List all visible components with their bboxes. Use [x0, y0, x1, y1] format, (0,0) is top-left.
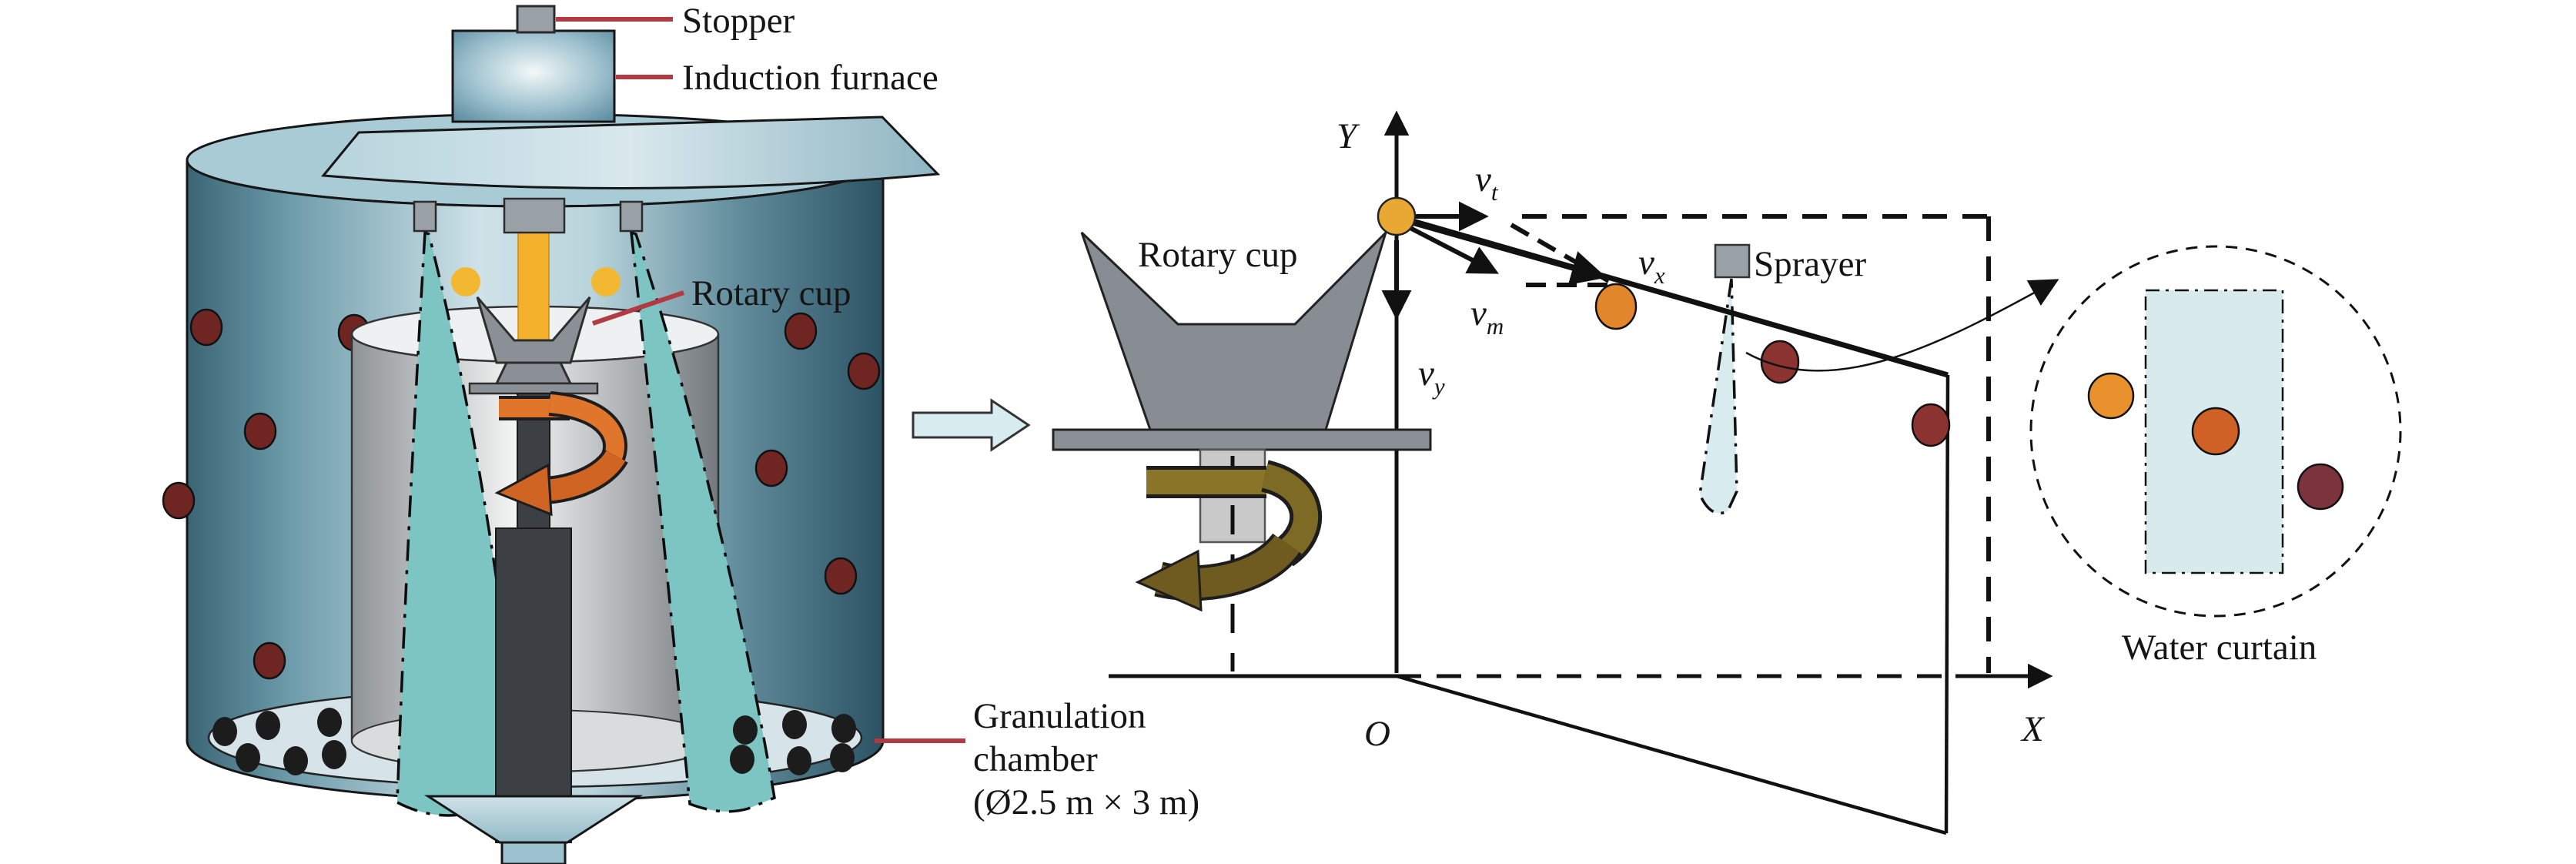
melt-droplet-origin	[1377, 196, 1417, 236]
particle-maroon	[824, 557, 858, 595]
particle-maroon	[162, 481, 196, 520]
particle-maroon	[847, 352, 881, 390]
origin-label: O	[1364, 714, 1390, 754]
velocity-vector-vx	[1400, 216, 1607, 285]
particle-black	[317, 708, 342, 737]
cup-plate-schematic	[1052, 428, 1432, 451]
particle-maroon	[243, 412, 277, 450]
particle-orange	[1594, 283, 1638, 330]
rotary-cup-label: Rotary cup	[691, 273, 851, 313]
particle-black	[787, 746, 811, 775]
particle-black	[236, 743, 260, 772]
particle-black	[782, 710, 807, 739]
rotation-arrow-icon	[494, 391, 628, 517]
particle-black	[322, 740, 346, 769]
sprayer-nozzle-right	[619, 200, 644, 233]
granulation-chamber-label-line2: chamber	[973, 739, 1098, 779]
x-axis-label: X	[2020, 709, 2046, 749]
induction-furnace-label: Induction furnace	[682, 58, 938, 98]
sprayer-cone	[1698, 278, 1738, 515]
melt-droplet	[591, 267, 621, 296]
particle-maroon	[253, 641, 286, 680]
particle-black	[830, 743, 855, 772]
particle-maroon	[1760, 340, 1800, 384]
particle-maroon	[754, 449, 788, 487]
leader-lines	[556, 17, 965, 743]
granulation-chamber-label-line1: Granulation	[973, 696, 1146, 736]
granulation-chamber-illustration: Stopper Induction furnace Rotary cup Gra…	[162, 1, 1199, 864]
particle-maroon	[189, 308, 223, 347]
vx-label: vx	[1638, 243, 1665, 289]
particle-orange	[2087, 372, 2135, 420]
velocity-vector-vm	[1401, 222, 1499, 274]
vt-label: vt	[1475, 159, 1499, 206]
particle-black	[256, 711, 280, 740]
particle-black	[212, 717, 237, 746]
sprayer-label: Sprayer	[1754, 244, 1867, 284]
particle-rust	[2191, 407, 2240, 456]
sprayer-shape	[1714, 243, 1751, 279]
leader-line-rotary-cup	[592, 290, 684, 326]
melt-stream	[517, 232, 550, 343]
water-curtain-cone-left	[396, 230, 522, 817]
outlet-funnel	[423, 795, 644, 844]
y-axis-label: Y	[1337, 116, 1360, 156]
vm-label: vm	[1470, 293, 1504, 340]
particle-black	[730, 745, 754, 774]
rotary-cup-shape	[476, 296, 591, 364]
transition-arrow-icon	[912, 398, 1031, 452]
particle-maroon	[2297, 463, 2344, 511]
granule-pile-particles	[212, 708, 856, 775]
induction-furnace-shape	[451, 29, 616, 123]
zoom-arrow	[1745, 279, 2059, 372]
plane-bottom-edge	[1396, 674, 1947, 836]
stream-nozzle-center	[503, 197, 566, 234]
cup-plate	[468, 382, 599, 395]
granulation-chamber-label-line3: (Ø2.5 m × 3 m)	[973, 782, 1199, 822]
vy-label: vy	[1418, 353, 1445, 400]
water-curtain-label: Water curtain	[2122, 628, 2317, 668]
shaft-lower	[495, 527, 572, 843]
particle-maroon	[784, 312, 818, 350]
chamber-lid	[321, 116, 941, 190]
rotary-cup-schematic-label: Rotary cup	[1138, 235, 1298, 275]
stopper-shape	[516, 5, 556, 34]
stopper-label: Stopper	[682, 1, 795, 41]
atomization-schematic: Y X O vt vx vm vy Rotary cup Sprayer Wat…	[1052, 110, 2402, 836]
cup-pedestal	[494, 361, 573, 385]
rotation-arrow-icon	[1135, 460, 1323, 612]
particle-black	[831, 714, 856, 743]
sprayer-nozzle-left	[413, 200, 437, 233]
particle-black	[733, 715, 758, 745]
melt-droplet	[451, 267, 480, 296]
water-curtain-cone-right	[629, 230, 776, 813]
particle-black	[283, 746, 308, 775]
particle-maroon	[1911, 403, 1951, 447]
outlet-pipe	[500, 841, 567, 864]
plane-right-edge	[1944, 374, 1950, 834]
